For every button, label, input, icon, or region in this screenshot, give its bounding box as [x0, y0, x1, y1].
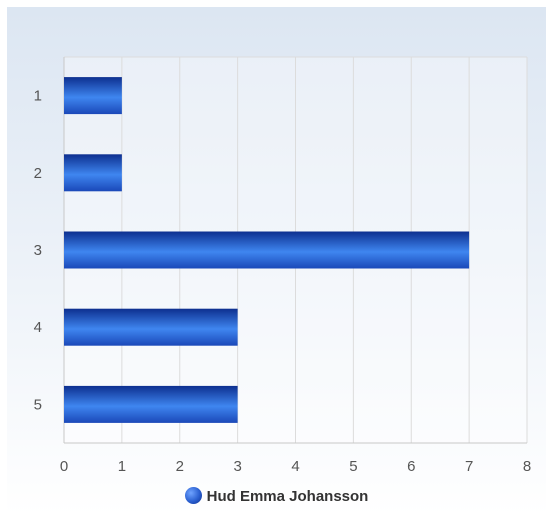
x-tick-label: 3: [233, 458, 241, 475]
legend-marker-icon: [184, 487, 202, 504]
y-tick-label: 3: [34, 242, 42, 259]
x-tick-label: 0: [60, 458, 68, 475]
x-tick-label: 2: [176, 458, 184, 475]
bar: [64, 385, 238, 423]
bar: [64, 154, 122, 192]
legend-label: Hud Emma Johansson: [206, 488, 369, 505]
x-tick-label: 7: [465, 458, 473, 475]
bar: [64, 308, 238, 346]
x-tick-label: 6: [407, 458, 415, 475]
x-axis-labels: 0 1 2 3 4 5 6 7 8: [60, 458, 531, 475]
x-tick-label: 1: [118, 458, 126, 475]
y-axis-labels: 1 2 3 4 5: [34, 88, 42, 414]
bar-chart: 1 2 3 4 5 0 1 2 3 4 5 6 7 8: [34, 56, 531, 475]
chart-area: 1 2 3 4 5 0 1 2 3 4 5 6 7 8 Hud Emma Johansson: [7, 7, 546, 515]
x-tick-label: 4: [291, 458, 299, 475]
legend[interactable]: Hud Emma Johansson: [7, 487, 546, 505]
x-tick-label: 5: [349, 458, 357, 475]
bars: [64, 77, 470, 423]
y-tick-label: 1: [34, 88, 42, 105]
bar: [64, 77, 122, 115]
y-tick-label: 5: [34, 396, 42, 413]
y-tick-label: 4: [34, 319, 42, 336]
bar: [64, 231, 470, 269]
x-tick-label: 8: [523, 458, 531, 475]
y-tick-label: 2: [34, 165, 42, 182]
